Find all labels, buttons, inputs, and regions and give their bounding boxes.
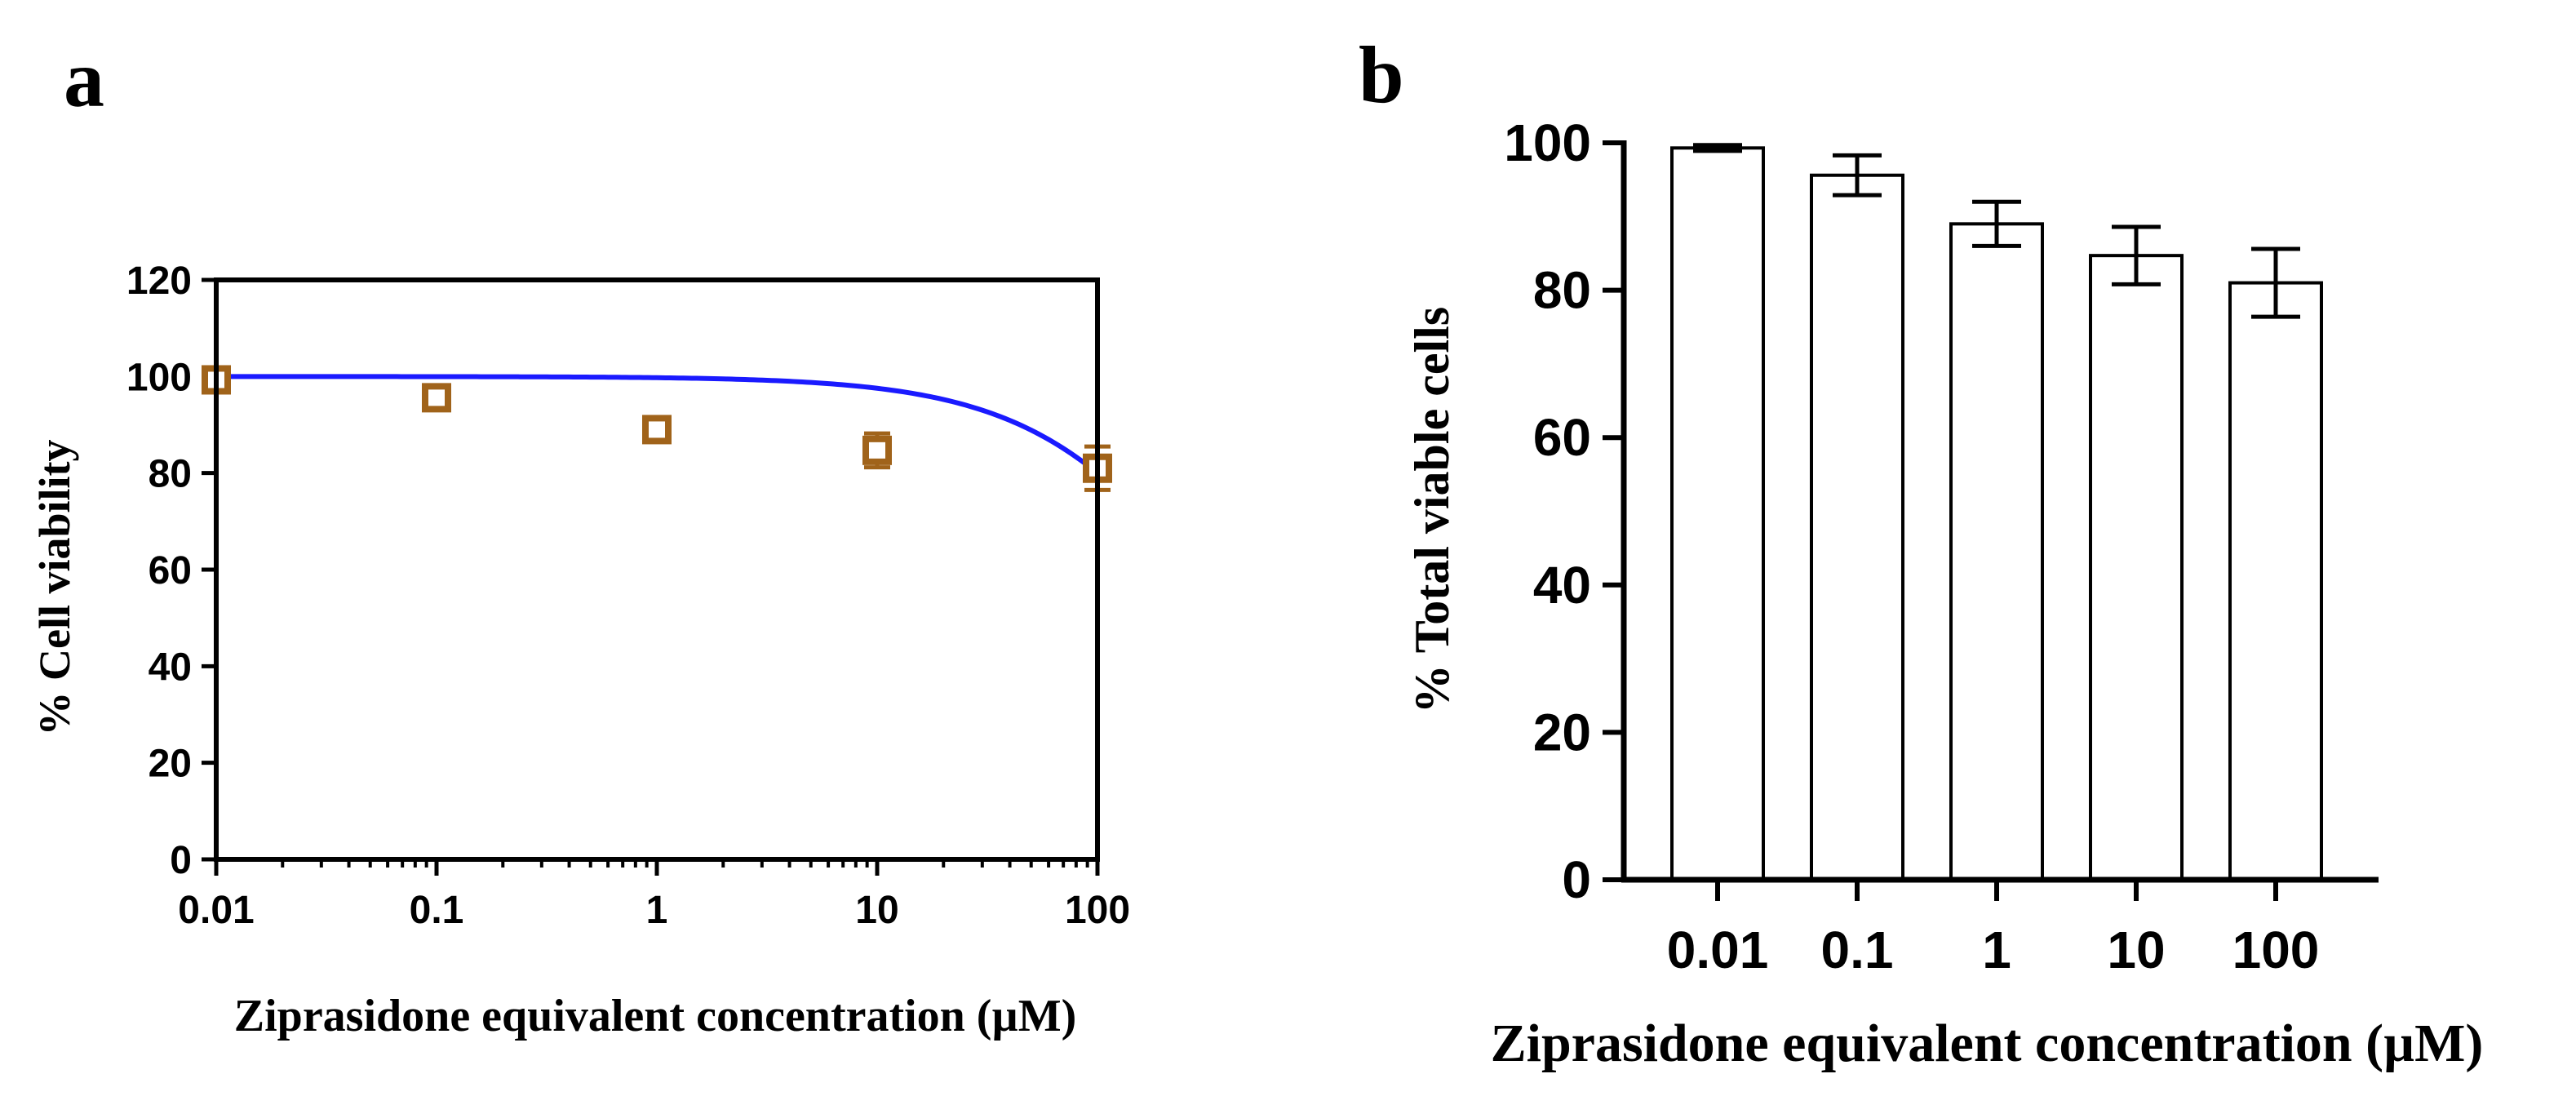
- x-tick-label: 0.1: [1821, 921, 1894, 979]
- x-tick-label: 10: [2107, 921, 2165, 979]
- panel-b-chart: 0.01 0.1 1 10 100 0 20 40 60 80 100 % Total viable…: [1405, 113, 2483, 1073]
- panel-a-label: a: [64, 33, 104, 124]
- y-tick-label: 80: [149, 453, 192, 496]
- y-tick-label: 80: [1533, 261, 1591, 320]
- panel-a-axis-ticks: [202, 277, 1100, 876]
- bar: [1670, 146, 1765, 882]
- bar: [1949, 222, 2044, 881]
- panel-a-chart: 0 20 40 60 80 100 120 0.01 0.1 1 10 100 % Cell viab…: [30, 260, 1130, 1041]
- x-tick-label: 0.01: [178, 889, 254, 932]
- panel-b-label: b: [1359, 29, 1404, 120]
- panel-b-tick-labels: 0.01 0.1 1 10 100 0 20 40 60 80 100: [1504, 113, 2319, 979]
- panel-a-points: [202, 365, 1112, 492]
- fit-curve: [216, 374, 1099, 476]
- data-point: [422, 383, 451, 413]
- panel-b-x-axis-label: Ziprasidone equivalent concentration (µM…: [1491, 1014, 2484, 1073]
- x-tick-label: 1: [646, 889, 668, 932]
- data-point: [642, 415, 672, 445]
- panel-b-error-bars: [1693, 143, 2300, 319]
- y-tick-label: 100: [126, 356, 192, 399]
- panel-a-plot-frame: [214, 277, 1100, 862]
- y-tick-label: 100: [1504, 113, 1591, 172]
- y-tick-label: 0: [170, 839, 192, 882]
- y-tick-label: 20: [149, 743, 192, 786]
- x-tick-label: 1: [1982, 921, 2011, 979]
- x-tick-label: 100: [2232, 921, 2320, 979]
- y-tick-label: 120: [126, 260, 192, 303]
- panel-a-y-axis-label: % Cell viability: [30, 440, 79, 736]
- x-tick-label: 100: [1065, 889, 1130, 932]
- data-point: [862, 435, 892, 465]
- panel-a-fit-group: [216, 374, 1099, 476]
- y-tick-label: 60: [1533, 408, 1591, 467]
- x-tick-label: 10: [855, 889, 898, 932]
- y-tick-label: 40: [1533, 556, 1591, 615]
- bar: [2089, 254, 2184, 881]
- panel-a-tick-labels: 0 20 40 60 80 100 120 0.01 0.1 1 10 100: [126, 260, 1130, 932]
- x-tick-label: 0.1: [410, 889, 464, 932]
- panel-b-y-axis-label: % Total viable cells: [1405, 307, 1459, 713]
- x-tick-label: 0.01: [1667, 921, 1769, 979]
- panel-b-bars: [1670, 146, 2323, 882]
- y-tick-label: 60: [149, 549, 192, 592]
- y-tick-label: 0: [1562, 850, 1591, 909]
- panel-a-x-axis-label: Ziprasidone equivalent concentration (µM…: [234, 991, 1076, 1041]
- bar: [2228, 281, 2323, 881]
- y-tick-label: 40: [149, 646, 192, 689]
- panel-b-axes: [1603, 140, 2379, 901]
- bar: [1810, 173, 1904, 881]
- y-tick-label: 20: [1533, 703, 1591, 761]
